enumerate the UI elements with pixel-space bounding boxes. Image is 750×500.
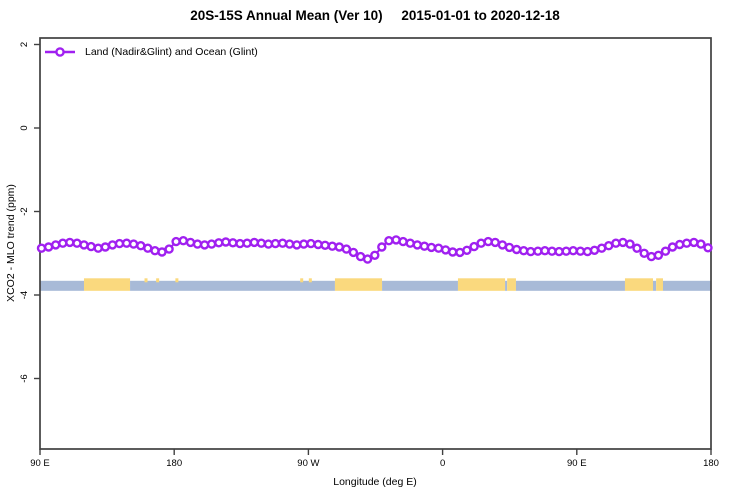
band-ocean-segment: [505, 280, 508, 291]
y-tick-label: -6: [19, 374, 30, 382]
data-point-marker: [164, 244, 174, 254]
data-point-marker: [448, 247, 458, 257]
band-island-speck: [308, 278, 312, 283]
data-point-marker: [377, 242, 387, 252]
x-tick-label: 180: [166, 458, 182, 469]
data-point-marker: [526, 246, 536, 257]
data-point-marker: [79, 240, 89, 250]
data-point-marker: [341, 244, 352, 254]
data-point-marker: [604, 240, 614, 251]
data-point-marker: [476, 238, 486, 248]
plot-frame: [39, 37, 712, 450]
data-point-marker: [348, 247, 359, 258]
legend-label: Land (Nadir&Glint) and Ocean (Glint): [85, 46, 258, 58]
legend: Land (Nadir&Glint) and Ocean (Glint): [44, 45, 258, 59]
legend-marker-icon: [45, 47, 75, 57]
data-point-marker: [206, 239, 217, 249]
land-ocean-band: [40, 278, 711, 291]
data-point-marker: [639, 248, 649, 259]
data-point-marker: [469, 241, 479, 252]
legend-circle-sample: [55, 47, 65, 57]
data-point-marker: [284, 239, 295, 249]
x-tick-label: 0: [440, 458, 445, 469]
data-point-marker: [618, 237, 628, 248]
data-point-marker: [370, 250, 380, 261]
chart-title: 20S-15S Annual Mean (Ver 10) 2015-01-01 …: [0, 8, 750, 23]
x-tick-label: 90 E: [30, 458, 50, 469]
data-point-marker: [143, 243, 153, 253]
y-tick-label: -2: [19, 207, 30, 215]
y-axis-ticks: 2 0 -2 -4 -6: [19, 42, 40, 383]
x-tick-label: 90 E: [567, 458, 587, 469]
data-point-marker: [221, 237, 231, 247]
band-land-segment: [507, 278, 516, 291]
band-island-speck: [300, 278, 304, 283]
data-point-marker: [504, 242, 515, 253]
band-island-speck: [156, 278, 160, 283]
data-point-marker: [625, 239, 635, 249]
band-ocean-segment: [652, 280, 657, 291]
data-point-marker: [682, 238, 692, 248]
data-point-marker: [419, 241, 430, 251]
data-point-marker: [696, 239, 706, 249]
data-point-marker: [412, 240, 422, 250]
x-axis-label: Longitude (deg E): [333, 476, 417, 488]
y-tick-label: -4: [19, 291, 30, 299]
chart-title-dates: 2015-01-01 to 2020-12-18: [401, 8, 560, 23]
data-point-marker: [511, 244, 522, 255]
data-point-marker: [65, 237, 75, 248]
data-point-marker: [306, 238, 316, 249]
x-axis-ticks: 90 E 180 90 W 0 90 E 180: [30, 449, 719, 469]
data-point-marker: [660, 246, 671, 256]
data-point-marker: [653, 250, 664, 261]
data-point-marker: [171, 236, 181, 247]
band-ocean-segment: [382, 280, 458, 291]
data-point-marker: [667, 242, 678, 252]
data-point-marker: [51, 240, 61, 250]
data-point-marker: [426, 242, 437, 253]
data-point-marker: [93, 243, 103, 253]
band-ocean-segment: [40, 280, 84, 291]
band-ocean-segment: [130, 280, 335, 291]
data-point-marker: [242, 238, 252, 248]
data-point-marker: [568, 245, 578, 256]
band-ocean-segment: [515, 280, 625, 291]
data-point-marker: [490, 237, 500, 248]
band-land-segment: [457, 278, 506, 291]
data-point-marker: [100, 242, 111, 252]
y-tick-label: 2: [19, 42, 30, 47]
band-island-speck: [144, 278, 148, 283]
band-land-segment: [83, 278, 131, 291]
data-point-marker: [632, 243, 642, 253]
band-land-segment: [624, 278, 653, 291]
data-point-marker: [36, 243, 47, 253]
data-point-marker: [384, 235, 394, 246]
x-tick-label: 180: [703, 458, 719, 469]
y-tick-label: 0: [19, 125, 30, 130]
band-ocean-segment: [662, 280, 711, 291]
data-point-marker: [86, 241, 96, 252]
data-point-marker: [362, 254, 373, 264]
data-point-marker: [405, 238, 415, 248]
band-island-speck: [175, 278, 179, 283]
x-tick-label: 90 W: [297, 458, 319, 469]
data-point-marker: [270, 238, 281, 249]
band-land-segment: [656, 278, 663, 291]
data-point-marker: [128, 239, 139, 249]
data-point-marker: [320, 240, 330, 251]
data-point-marker: [228, 238, 238, 248]
data-point-marker: [398, 236, 408, 247]
data-point-marker: [589, 245, 600, 256]
data-point-marker: [462, 245, 472, 256]
data-point-marker: [178, 235, 189, 246]
data-point-marker: [703, 243, 713, 253]
y-axis-label: XCO2 - MLO trend (ppm): [5, 184, 17, 302]
band-land-segment: [334, 278, 383, 291]
data-point-marker: [192, 239, 203, 249]
chart-title-range: 20S-15S Annual Mean (Ver 10): [190, 8, 383, 23]
data-series-markers: [36, 235, 713, 264]
data-point-marker: [256, 238, 266, 248]
